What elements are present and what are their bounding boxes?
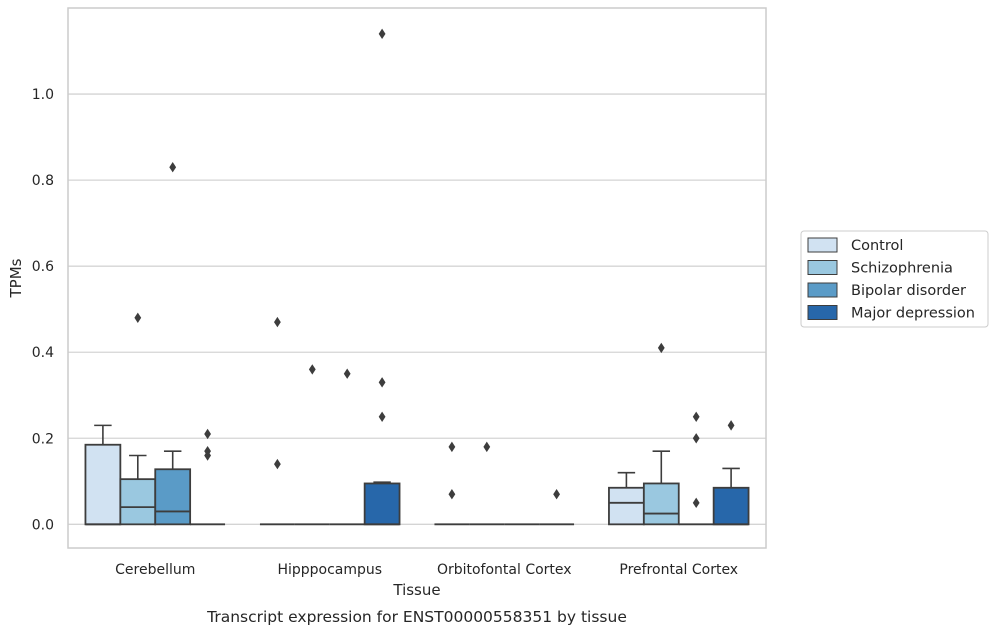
box-body <box>119 478 157 526</box>
outlier-marker <box>169 162 177 173</box>
box-body <box>154 468 192 526</box>
box-0-1 <box>119 312 157 526</box>
y-tick-label: 0.2 <box>32 431 54 447</box>
box-0-2 <box>154 162 192 526</box>
x-tick-label: Cerebellum <box>115 562 195 578</box>
legend: Control Schizophrenia Bipolar disorder Majo… <box>800 230 989 328</box>
legend-swatch <box>807 282 838 298</box>
outlier-marker <box>378 377 386 388</box>
outlier-marker <box>308 364 316 375</box>
box-0-3 <box>190 428 226 526</box>
chart-caption: Transcript expression for ENST0000055835… <box>206 608 627 626</box>
outlier-marker <box>204 428 211 440</box>
outlier-marker <box>378 411 386 422</box>
boxes-layer <box>84 28 750 526</box>
outlier-marker <box>274 458 281 470</box>
y-tick-label: 0.0 <box>32 517 54 533</box>
box-2-1 <box>469 441 505 526</box>
box-body <box>84 443 122 526</box>
box-body <box>608 486 645 526</box>
box-1-3 <box>363 28 401 526</box>
legend-swatch <box>807 260 838 275</box>
box-3-0 <box>608 471 645 526</box>
x-tick-label: Orbitofontal Cortex <box>437 562 572 578</box>
y-tick-label: 1.0 <box>32 87 54 103</box>
outlier-marker <box>553 489 560 500</box>
outlier-marker <box>448 441 456 453</box>
box-2-3 <box>539 489 575 526</box>
box-1-0 <box>259 316 295 526</box>
box-3-3 <box>712 420 750 526</box>
legend-label: Bipolar disorder <box>851 283 966 299</box>
legend-swatch <box>807 305 838 320</box>
legend-frame <box>800 230 989 328</box>
outlier-marker <box>343 368 351 379</box>
outlier-marker <box>274 316 281 328</box>
box-3-2 <box>678 411 714 526</box>
outlier-marker <box>692 433 700 444</box>
box-body <box>642 482 680 526</box>
outlier-marker <box>483 441 491 453</box>
box-0-0 <box>84 424 122 526</box>
outlier-marker <box>378 28 386 40</box>
legend-swatch <box>807 237 838 253</box>
outlier-marker <box>204 450 211 461</box>
box-body <box>363 482 401 526</box>
x-axis-label: Tissue <box>392 581 440 599</box>
outlier-marker <box>134 312 142 324</box>
x-tick-label: Hipppocampus <box>277 562 382 578</box>
box-1-1 <box>294 364 330 526</box>
y-tick-label: 0.8 <box>32 173 54 189</box>
outlier-marker <box>657 342 665 354</box>
box-1-2 <box>329 368 365 526</box>
box-3-1 <box>642 342 680 526</box>
legend-label: Major depression <box>851 306 975 322</box>
outlier-marker <box>692 411 700 422</box>
box-body <box>712 486 750 526</box>
outlier-marker <box>692 497 700 509</box>
box-2-0 <box>434 441 470 526</box>
outlier-marker <box>448 489 456 500</box>
legend-label: Control <box>851 238 903 254</box>
y-tick-label: 0.6 <box>32 259 54 275</box>
y-tick-labels: 0.0 0.2 0.4 0.6 0.8 1.0 <box>32 87 54 533</box>
y-axis-label: TPMs <box>7 258 25 298</box>
x-tick-labels: Cerebellum Hipppocampus Orbitofontal Corte… <box>115 562 738 578</box>
legend-label: Schizophrenia <box>851 261 953 277</box>
x-tick-label: Prefrontal Cortex <box>619 562 738 578</box>
y-tick-label: 0.4 <box>32 345 54 361</box>
plot-frame <box>67 7 767 549</box>
outlier-marker <box>727 420 735 431</box>
